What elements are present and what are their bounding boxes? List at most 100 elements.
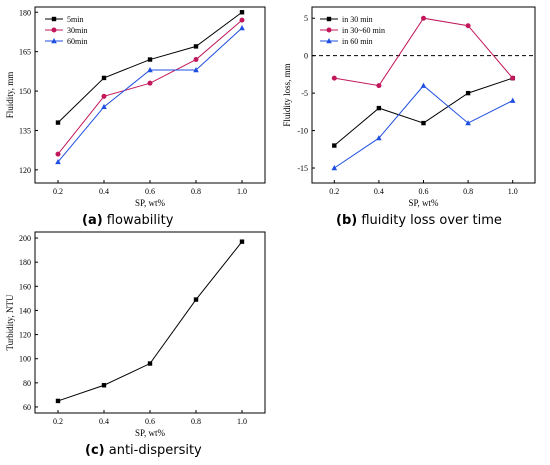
data-point [193, 297, 199, 302]
chart-2: 0.2 0.4 0.6 0.8 1.0 60 80 100 120 140 160 180 200 SP,… [5, 231, 266, 438]
y-tick-label: 150 [19, 87, 31, 96]
x-axis-label: SP, wt% [135, 428, 166, 438]
data-point [101, 103, 107, 110]
legend-label: in 60 min [342, 37, 373, 46]
data-point [239, 10, 245, 15]
data-point [55, 158, 61, 165]
x-tick-label: 0.4 [374, 187, 384, 196]
caption-b-label: (b) [336, 213, 358, 228]
data-point [465, 120, 471, 126]
data-point [101, 93, 107, 99]
data-point [331, 75, 337, 81]
y-tick-label: 100 [19, 355, 31, 364]
data-point [193, 44, 199, 49]
data-point [239, 17, 245, 23]
caption-c-text: anti-dispersity [108, 443, 202, 458]
x-tick-label: 0.4 [99, 417, 109, 426]
caption-b-text: fluidity loss over time [361, 213, 502, 228]
legend-marker [51, 16, 57, 22]
data-point [55, 398, 61, 404]
data-point [510, 75, 516, 81]
y-tick-label: 120 [19, 166, 31, 175]
legend-marker [326, 38, 332, 44]
y-tick-label: 160 [19, 282, 31, 291]
data-point [101, 383, 107, 388]
x-tick-label: 0.4 [99, 187, 109, 196]
y-tick-label: -5 [301, 89, 308, 98]
legend-label: in 30~60 min [342, 26, 385, 35]
data-point [101, 75, 107, 81]
data-point [376, 105, 382, 111]
x-tick-label: 0.8 [191, 417, 201, 426]
x-tick-label: 0.8 [463, 187, 473, 196]
caption-a-text: flowability [106, 213, 174, 228]
data-point [193, 67, 199, 73]
data-point [421, 15, 426, 21]
data-point [193, 57, 199, 63]
chart-0: 0.2 0.4 0.6 0.8 1.0 120 135 150 165 180 SP, wt% Flu… [5, 6, 266, 208]
y-axis-label: Fluidity, mm [5, 72, 15, 118]
data-point [55, 120, 61, 125]
data-point [376, 83, 382, 89]
y-tick-label: 80 [23, 379, 31, 388]
data-point [147, 80, 153, 86]
data-point [147, 57, 153, 62]
data-point [421, 120, 426, 126]
caption-c: (c) anti-dispersity [85, 443, 202, 458]
data-point [147, 361, 153, 366]
y-tick-label: 5 [304, 14, 308, 23]
x-tick-label: 0.6 [145, 417, 155, 426]
series-line-0 [333, 77, 513, 146]
data-point [376, 135, 382, 141]
y-tick-label: 180 [19, 258, 31, 267]
caption-c-label: (c) [85, 443, 105, 458]
chart-1: 0.2 0.4 0.6 0.8 1.0 5 0 -5 -10 -15 SP, wt% Fluidity… [282, 6, 536, 208]
legend-marker [326, 27, 332, 33]
legend-marker [51, 38, 57, 44]
y-tick-label: 200 [19, 234, 31, 243]
legend-marker [326, 16, 332, 22]
x-axis-label: SP, wt% [408, 198, 439, 208]
y-tick-label: 180 [19, 8, 31, 17]
data-point [147, 67, 153, 73]
legend-marker [51, 27, 57, 33]
data-point [332, 143, 337, 148]
y-axis-label: Turbidity, NTU [5, 294, 15, 351]
caption-b: (b) fluidity loss over time [336, 213, 502, 228]
data-point [239, 25, 245, 31]
y-tick-label: 120 [19, 331, 31, 340]
data-point [465, 23, 471, 29]
plot-frame [34, 231, 266, 414]
x-tick-label: 0.6 [145, 187, 155, 196]
caption-a: (a) flowability [82, 213, 173, 228]
data-point [509, 97, 516, 103]
y-tick-label: 135 [19, 126, 31, 135]
legend-label: 60min [67, 37, 87, 46]
data-point [55, 151, 61, 157]
series-line-2 [334, 84, 513, 169]
x-tick-label: 1.0 [237, 417, 247, 426]
legend-label: 5min [67, 15, 83, 24]
x-tick-label: 1.0 [508, 187, 518, 196]
data-point [420, 82, 427, 88]
x-tick-label: 0.6 [419, 187, 429, 196]
series-line-0 [57, 241, 243, 402]
caption-a-label: (a) [82, 213, 103, 228]
y-tick-label: 60 [23, 403, 31, 412]
x-axis-label: SP, wt% [135, 198, 166, 208]
x-tick-label: 0.8 [191, 187, 201, 196]
series-line-2 [57, 27, 243, 163]
x-tick-label: 1.0 [237, 187, 247, 196]
y-tick-label: 0 [304, 52, 308, 61]
x-tick-label: 0.2 [53, 417, 63, 426]
y-tick-label: 140 [19, 306, 31, 315]
x-tick-label: 0.2 [53, 187, 63, 196]
x-tick-label: 0.2 [329, 187, 339, 196]
legend-label: 30min [67, 26, 87, 35]
y-tick-label: -10 [297, 127, 308, 136]
y-tick-label: 165 [19, 48, 31, 57]
data-point [331, 165, 338, 171]
y-axis-label: Fluidity loss, mm [282, 63, 292, 126]
data-point [239, 239, 245, 244]
